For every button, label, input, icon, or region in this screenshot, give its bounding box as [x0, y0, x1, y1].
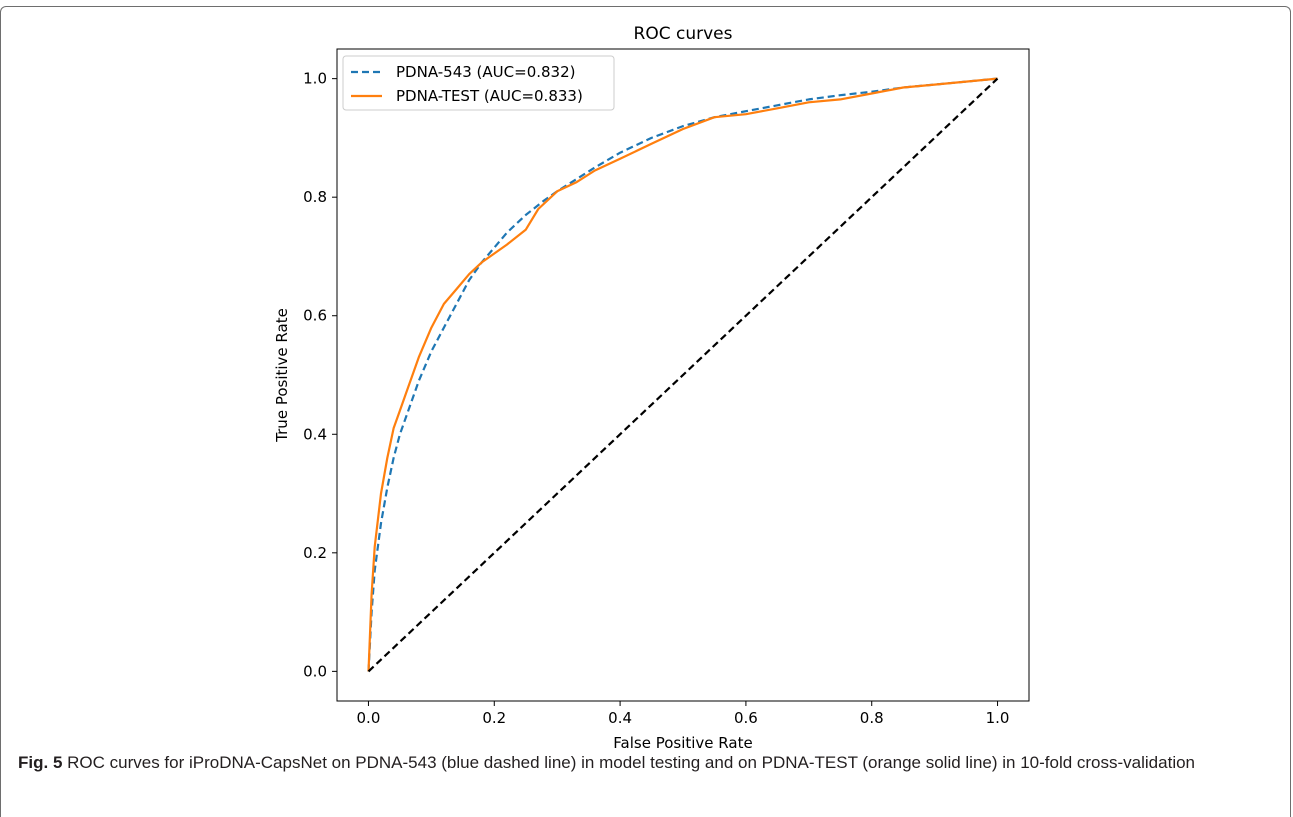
plot-area — [336, 48, 1030, 702]
series-line-2 — [367, 77, 998, 672]
x-tick-label: 0.6 — [734, 709, 758, 727]
x-axis-label: False Positive Rate — [613, 734, 752, 752]
figure-caption: Fig. 5 ROC curves for iProDNA-CapsNet on… — [18, 752, 1268, 774]
legend-box — [342, 55, 615, 111]
x-tick-label: 0.2 — [482, 709, 506, 727]
y-tick-label: 1.0 — [303, 70, 327, 88]
chance-diagonal-line — [367, 77, 999, 673]
x-tick-label: 1.0 — [986, 709, 1010, 727]
y-tick-label: 0.6 — [303, 307, 327, 325]
y-tick-label: 0.2 — [303, 544, 327, 562]
y-tick-label: 0.0 — [303, 662, 327, 680]
x-tick-label: 0.4 — [608, 709, 632, 727]
y-axis-ticks: 0.0 0.2 0.4 0.6 0.8 1.0 — [303, 70, 337, 680]
legend-label-2: PDNA-TEST (AUC=0.833) — [396, 87, 583, 105]
legend-label-1: PDNA-543 (AUC=0.832) — [396, 63, 576, 81]
chart-title: ROC curves — [634, 24, 733, 44]
x-tick-label: 0.8 — [860, 709, 884, 727]
axes-frame — [336, 48, 1030, 702]
x-tick-label: 0.0 — [357, 709, 381, 727]
figure-caption-text: ROC curves for iProDNA-CapsNet on PDNA-5… — [67, 753, 1196, 772]
legend: PDNA-543 (AUC=0.832) PDNA-TEST (AUC=0.833… — [342, 55, 615, 111]
figure-frame — [0, 6, 1291, 817]
y-axis-label: True Positive Rate — [273, 308, 291, 443]
series-line-1 — [367, 77, 998, 672]
figure-label: Fig. 5 — [18, 753, 63, 772]
y-tick-label: 0.4 — [303, 425, 327, 443]
x-axis-ticks: 0.0 0.2 0.4 0.6 0.8 1.0 — [357, 701, 1010, 727]
y-tick-label: 0.8 — [303, 188, 327, 206]
